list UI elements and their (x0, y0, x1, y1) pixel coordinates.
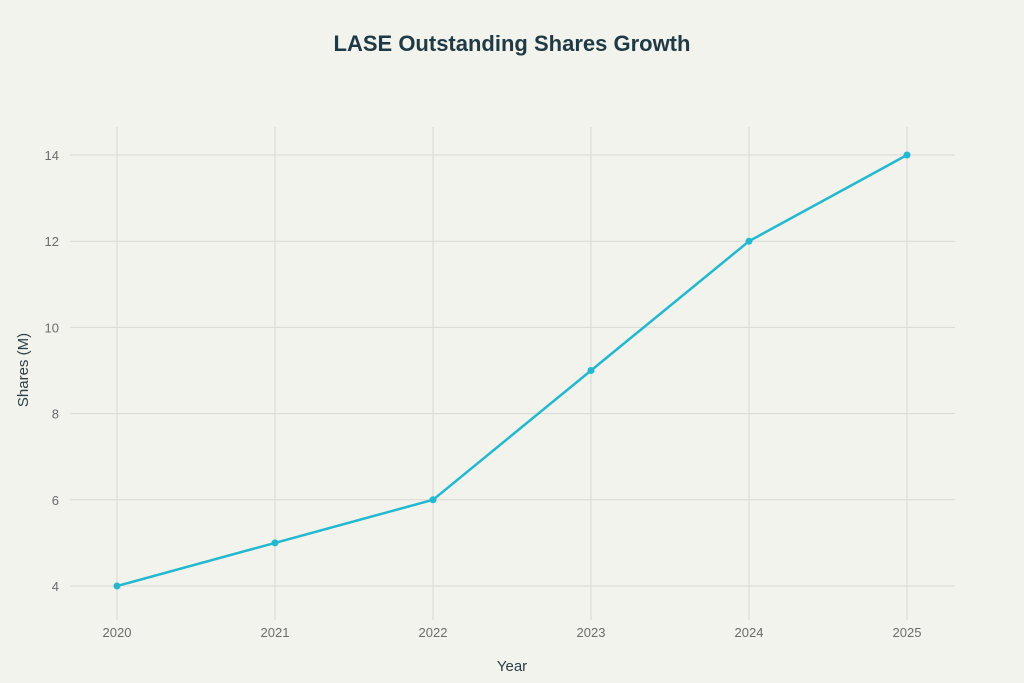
x-axis-ticks: 2020 2021 2022 2023 2024 2025 (103, 625, 922, 640)
x-axis-label: Year (497, 658, 527, 675)
x-tick-label: 2025 (893, 625, 922, 640)
data-point[interactable] (903, 151, 911, 159)
series-line (116, 153, 908, 588)
x-tick-label: 2023 (577, 625, 606, 640)
data-point[interactable] (429, 496, 437, 504)
y-tick-label: 4 (52, 579, 59, 594)
chart-title: LASE Outstanding Shares Growth (334, 31, 691, 56)
x-tick-label: 2020 (103, 625, 132, 640)
data-point[interactable] (587, 367, 595, 374)
gridlines (70, 127, 955, 620)
y-tick-label: 12 (45, 234, 59, 249)
data-point[interactable] (113, 582, 121, 590)
y-tick-label: 14 (45, 148, 59, 163)
x-tick-label: 2024 (735, 625, 764, 640)
y-axis-label: Shares (M) (15, 333, 32, 407)
x-tick-label: 2022 (419, 625, 448, 640)
data-point[interactable] (745, 237, 753, 245)
series-group (113, 151, 911, 590)
y-tick-label: 8 (52, 407, 59, 422)
data-point[interactable] (271, 539, 279, 547)
y-tick-label: 10 (45, 320, 59, 335)
x-tick-label: 2021 (261, 625, 290, 640)
y-tick-label: 6 (52, 493, 59, 508)
y-axis-ticks: 4 6 8 10 12 14 (45, 148, 59, 594)
